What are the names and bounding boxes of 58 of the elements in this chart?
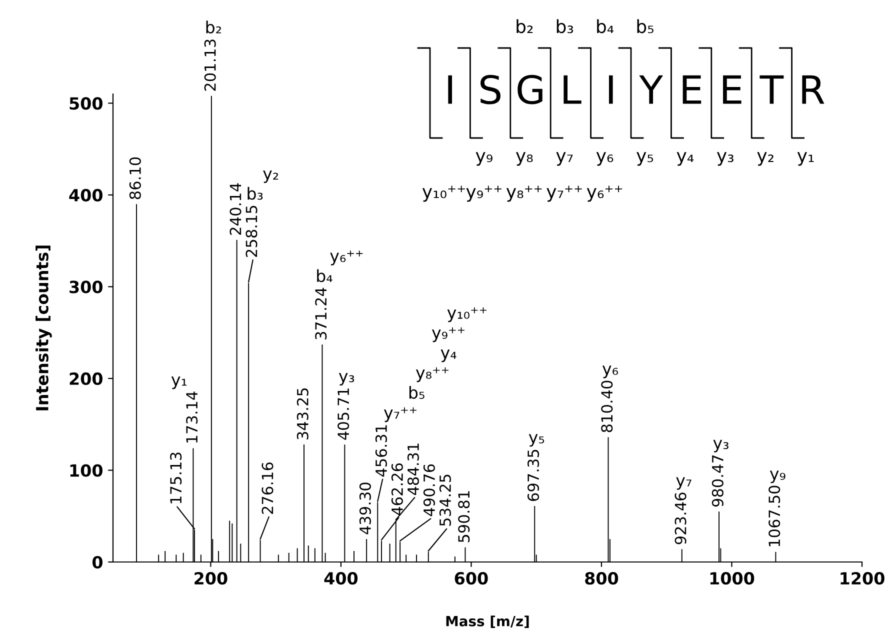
x-tick-label: 600 bbox=[454, 572, 488, 585]
x-tick-label: 400 bbox=[324, 572, 358, 585]
annotation: y₂ bbox=[263, 170, 278, 184]
text: b₂ b₃ b₄ b₅ bbox=[516, 19, 654, 34]
annotation: y₃ bbox=[338, 372, 354, 386]
x-tick-label: 1200 bbox=[840, 572, 884, 585]
text: b₂ bbox=[206, 20, 222, 34]
annotation: 86.10 bbox=[129, 157, 141, 200]
y-tick-label: 500 bbox=[70, 97, 102, 110]
annotation: 697.35 bbox=[528, 450, 540, 501]
y-axis-title: Intensity [counts] bbox=[36, 246, 52, 410]
annotation: y₃ bbox=[713, 440, 728, 452]
annotation: 1067.50 bbox=[768, 486, 780, 546]
x-tick-label: 200 bbox=[194, 572, 228, 585]
annotation: 462.26 bbox=[391, 463, 403, 516]
annotation: y₁₀⁺⁺y₉⁺⁺ y₈⁺⁺ y₇⁺⁺ y₆⁺⁺ bbox=[422, 186, 622, 202]
annotation: 405.71 bbox=[338, 388, 350, 440]
x-tick-label: 1000 bbox=[710, 572, 754, 585]
annotation: 173.14 bbox=[186, 392, 198, 443]
annotation: 534.25 bbox=[439, 474, 451, 526]
annotation: y₁₀⁺⁺ bbox=[447, 307, 487, 322]
annotation: 456.31 bbox=[375, 425, 387, 477]
annotation: 276.16 bbox=[262, 462, 274, 514]
y-tick-label: 400 bbox=[69, 188, 102, 202]
annotation: 590.81 bbox=[458, 491, 470, 542]
annotation: b₄ bbox=[317, 269, 332, 282]
annotation: y₉⁺⁺ bbox=[432, 327, 465, 342]
annotation: y₅ bbox=[528, 434, 544, 447]
annotation: 923.46 bbox=[674, 492, 686, 544]
annotation: y₇⁺⁺ bbox=[384, 407, 417, 422]
annotation: 980.47 bbox=[712, 455, 724, 507]
annotation: b₅ bbox=[409, 386, 424, 399]
annotation: 240.14 bbox=[230, 183, 242, 235]
text: y₉ y₈ y₇ y₆ y₅ y₄ y₃ y₂ y₁ bbox=[476, 152, 814, 166]
x-axis-title: Mass [m/z] bbox=[446, 616, 529, 628]
x-tick-label: 800 bbox=[585, 572, 618, 585]
annotation: y₄ bbox=[440, 350, 456, 362]
annotation: 484.31 bbox=[407, 444, 419, 495]
annotation: 439.30 bbox=[359, 482, 371, 534]
annotation: 490.76 bbox=[423, 464, 435, 516]
annotation: y₇ bbox=[676, 477, 692, 490]
annotation: b₃ bbox=[248, 186, 263, 200]
annotation: 258.15 bbox=[246, 206, 258, 257]
annotation: 175.13 bbox=[170, 452, 182, 504]
y-tick-label: 100 bbox=[70, 464, 102, 477]
annotation: 343.25 bbox=[296, 388, 308, 440]
annotation: y₆ bbox=[602, 366, 618, 378]
annotation: y₉ bbox=[770, 470, 786, 484]
annotation: 371.24 bbox=[315, 288, 327, 340]
annotation: y₆⁺⁺ bbox=[330, 250, 363, 266]
annotation: 810.40 bbox=[601, 380, 613, 432]
y-tick-label: 300 bbox=[70, 280, 102, 294]
annotation: y₁ bbox=[171, 376, 187, 390]
text: I S G L I Y E E T R bbox=[448, 74, 824, 104]
y-tick-label: 200 bbox=[70, 372, 102, 386]
y-tick-label: 0 bbox=[92, 556, 102, 569]
annotation: 201.13 bbox=[204, 40, 216, 91]
annotation: y₈⁺⁺ bbox=[416, 367, 449, 382]
